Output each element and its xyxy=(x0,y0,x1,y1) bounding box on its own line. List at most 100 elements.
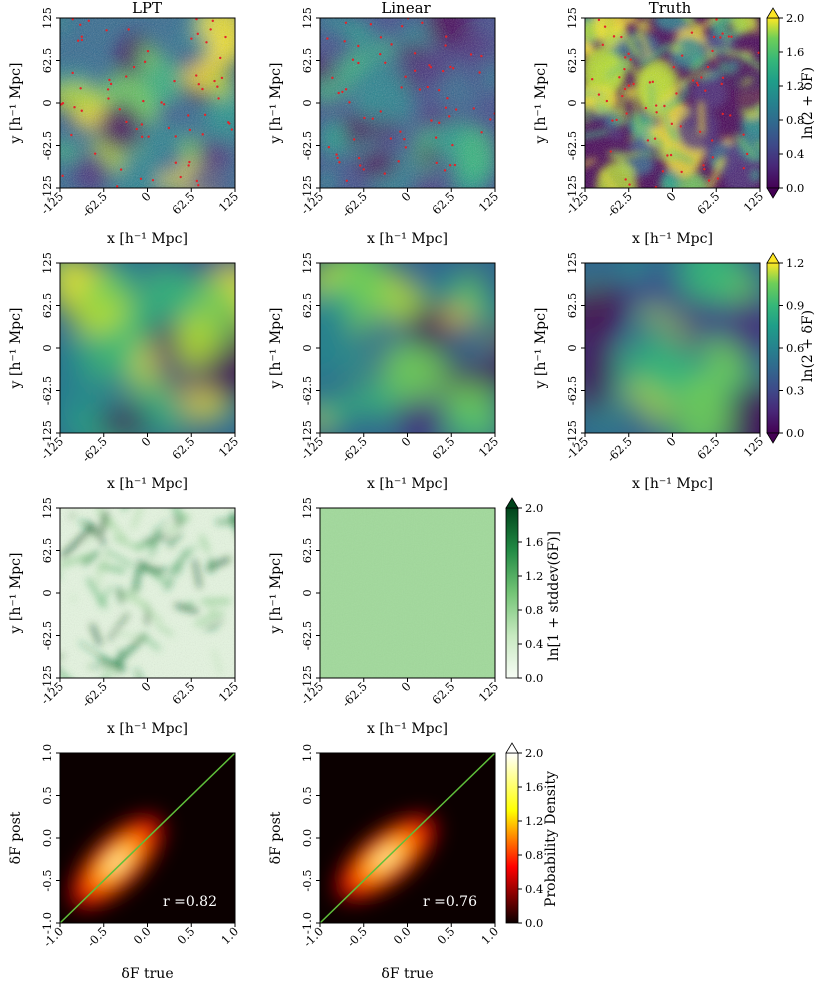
tracer-dot xyxy=(716,177,720,180)
tracer-dot xyxy=(119,168,123,171)
tracer-dot xyxy=(188,128,192,132)
tracer-dot xyxy=(344,21,348,24)
tracer-dot xyxy=(434,136,438,139)
axis-r2c3-xtick-label: 125 xyxy=(741,434,766,459)
heatmap-r3c1 xyxy=(60,508,235,678)
tracer-dot xyxy=(720,82,723,86)
axis-r1c3-ytick-label: 0 xyxy=(565,99,579,106)
axis-r1c3-ylabel: y [h⁻¹ Mpc] xyxy=(533,63,549,145)
tracer-dot xyxy=(61,174,64,178)
tracer-dot xyxy=(428,64,431,67)
axis-r3c2-xtick-label: 0 xyxy=(399,679,414,694)
identity-line xyxy=(60,753,235,923)
tracer-dot xyxy=(653,137,657,140)
tracer-dot xyxy=(142,99,145,103)
field-blob xyxy=(585,341,614,400)
tracer-dot xyxy=(160,101,163,104)
tracer-dot xyxy=(605,99,609,103)
axis-r1c3-ytick-label: 125 xyxy=(565,7,579,29)
tracer-dot xyxy=(335,153,338,156)
tracer-dot xyxy=(383,172,387,175)
filament xyxy=(713,18,718,21)
axis-r4c2-xtick-label: 0.0 xyxy=(391,924,414,947)
colorbar-row4-tick-label: 1.6 xyxy=(525,780,543,794)
tracer-dot xyxy=(611,119,614,122)
tracer-dot xyxy=(706,65,710,69)
tracer-dot xyxy=(195,179,199,183)
field-blob xyxy=(115,263,143,290)
axis-r1c3-xtick-label: 0 xyxy=(664,189,679,204)
tracer-dot xyxy=(336,156,339,160)
tracer-dot xyxy=(404,75,407,78)
tracer-dot xyxy=(187,114,190,117)
field-blob xyxy=(100,368,128,392)
axis-r2c2-ytick-label: 125 xyxy=(300,252,314,274)
tracer-dot xyxy=(620,35,623,39)
axis-r4c2-ytick-label: 0.0 xyxy=(300,829,314,847)
colorbar-row3-tick-label: 1.2 xyxy=(525,569,543,583)
colorbar-row3-tick-label: 0.4 xyxy=(525,637,543,651)
tracer-dot xyxy=(70,133,73,137)
axis-r4c1-xtick-label: -0.5 xyxy=(84,924,110,950)
colorbar-row4-bar xyxy=(505,752,519,924)
axis-r2c1-xtick-label: 125 xyxy=(216,434,241,459)
colorbar-row1-bar xyxy=(766,17,780,189)
tracer-dot xyxy=(359,164,362,167)
tracer-dot xyxy=(448,115,451,118)
field-blob xyxy=(336,263,382,304)
tracer-dot xyxy=(201,133,204,136)
colorbar-label-row1: ln(2 + δF) xyxy=(800,67,816,139)
colorbar-row2-tick-label: 0.9 xyxy=(786,299,804,313)
tracer-dot xyxy=(680,54,684,57)
tracer-dot xyxy=(623,67,626,71)
tracer-dot xyxy=(187,164,190,167)
axis-r2c1-xlabel: x [h⁻¹ Mpc] xyxy=(107,476,188,492)
tracer-dot xyxy=(437,88,441,92)
axis-r1c3-xtick-label: 125 xyxy=(741,189,766,214)
axis-r4c2-xlabel: δF true xyxy=(381,966,433,982)
tracer-dot xyxy=(345,179,348,182)
tracer-dot xyxy=(703,167,706,171)
tracer-dot xyxy=(197,83,201,86)
colorbar-row4-tick-label: 0.8 xyxy=(525,848,543,862)
tracer-dot xyxy=(371,117,374,120)
tracer-dot xyxy=(480,54,483,58)
tracer-dot xyxy=(655,111,658,114)
tracer-dot xyxy=(730,35,733,38)
colorbar-row1-tick-label: 2.0 xyxy=(786,11,804,25)
axis-r1c2-ytick-label: 125 xyxy=(300,7,314,29)
axis-r1c1-ytick-label: -125 xyxy=(40,175,54,201)
tracer-dot xyxy=(211,19,215,23)
axis-r1c3-xlabel: x [h⁻¹ Mpc] xyxy=(632,231,713,247)
axis-r2c2-xtick-label: 62.5 xyxy=(429,434,457,462)
axis-r1c1-ytick-label: -62.5 xyxy=(40,131,54,161)
axis-r1c3-ytick-label: -125 xyxy=(565,175,579,201)
field-blob xyxy=(381,344,451,404)
axis-r1c2-ylabel: y [h⁻¹ Mpc] xyxy=(268,63,284,145)
axis-r1c2-xtick-label: 125 xyxy=(476,189,501,214)
tracer-dot xyxy=(399,130,402,133)
tracer-dot xyxy=(648,81,652,84)
tracer-dot xyxy=(670,122,674,126)
colorbar-row4-extend-top xyxy=(505,742,519,754)
tracer-dot xyxy=(384,61,387,64)
colorbar-row2-tick-label: 0.3 xyxy=(786,384,804,398)
axis-r1c1-xtick-label: 125 xyxy=(216,189,241,214)
tracer-dot xyxy=(390,43,393,46)
tracer-dot xyxy=(644,106,648,110)
tracer-dot xyxy=(71,18,74,21)
axis-r4c1-xtick-label: 0.5 xyxy=(175,924,198,947)
colorbar-row3-bar xyxy=(505,507,519,679)
tracer-dot xyxy=(87,19,90,22)
colorbar-row4-tick-label: 2.0 xyxy=(525,746,543,760)
axis-r1c3-xtick-label: 62.5 xyxy=(694,189,722,217)
axis-r2c1-xtick-label: 0 xyxy=(139,434,154,449)
tracer-dot xyxy=(480,131,483,134)
identity-line xyxy=(320,753,495,923)
tracer-dot xyxy=(397,160,400,163)
tracer-dot xyxy=(217,97,220,100)
tracer-dot xyxy=(173,79,176,83)
tracer-dot xyxy=(179,175,182,179)
tracer-dot xyxy=(646,139,650,142)
